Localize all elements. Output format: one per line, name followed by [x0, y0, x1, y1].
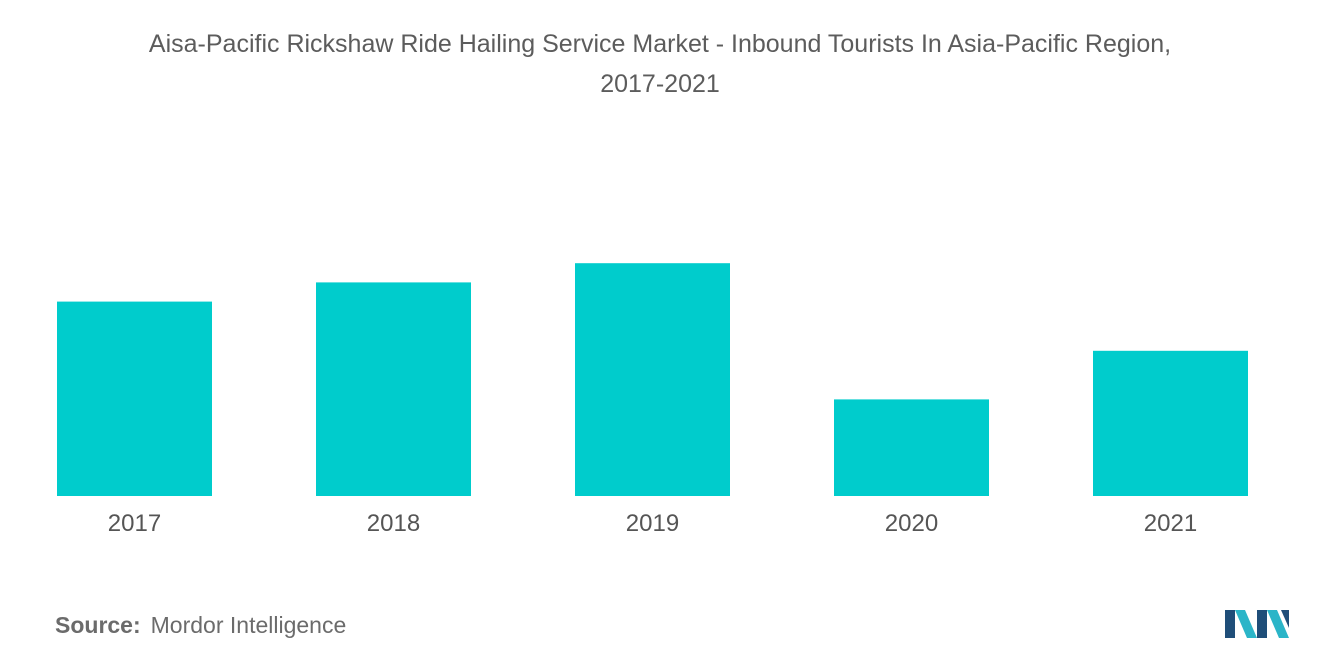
x-tick-label-2017: 2017	[108, 510, 161, 537]
x-tick-label-2021: 2021	[1144, 510, 1197, 537]
chart-title-line-1: Aisa-Pacific Rickshaw Ride Hailing Servi…	[148, 30, 1172, 58]
source-note: Source: Mordor Intelligence	[55, 612, 346, 639]
bar-2020	[834, 399, 989, 496]
source-text: Mordor Intelligence	[150, 612, 347, 638]
chart-title: Aisa-Pacific Rickshaw Ride Hailing Servi…	[0, 24, 1320, 104]
bar-2018	[316, 282, 471, 496]
mordor-intelligence-logo-icon	[1225, 610, 1289, 638]
bar-2017	[57, 301, 212, 496]
bar-2021	[1093, 350, 1248, 496]
chart-title-line-2: 2017-2021	[600, 70, 720, 98]
bar-2019	[575, 263, 730, 496]
bar-chart: 2017 2018 2019 2020 2021	[57, 263, 1248, 537]
source-label: Source:	[55, 612, 141, 638]
x-tick-label-2018: 2018	[367, 510, 420, 537]
x-tick-label-2019: 2019	[626, 510, 679, 537]
x-tick-label-2020: 2020	[885, 510, 938, 537]
